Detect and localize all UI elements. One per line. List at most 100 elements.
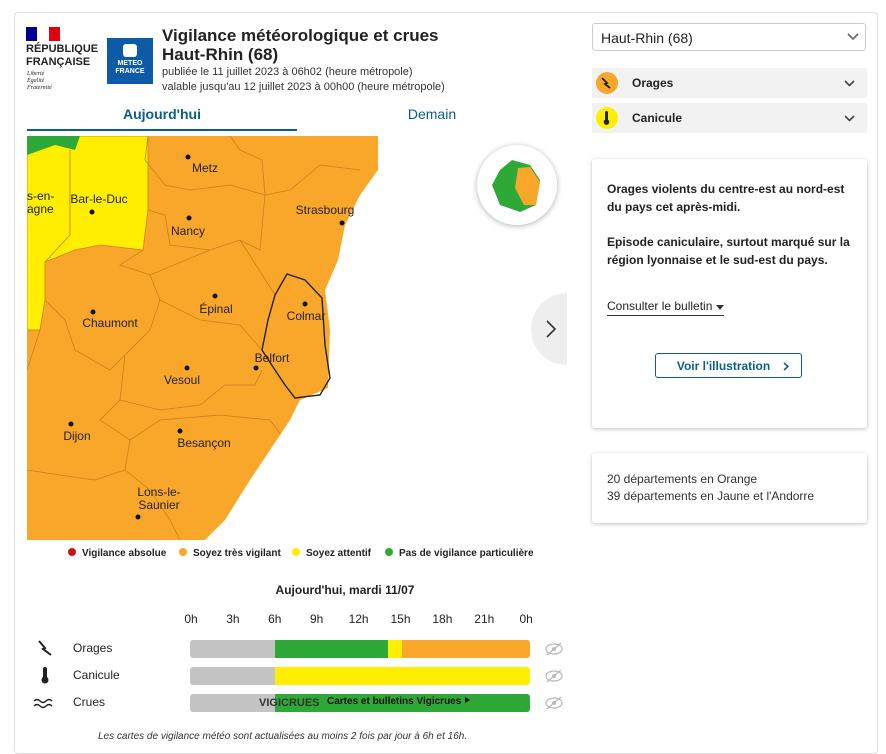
select[interactable]: Haut-Rhin (68) xyxy=(592,23,866,51)
mini-orange xyxy=(515,167,540,205)
bar-segment xyxy=(275,640,388,658)
paragraph: Episode caniculaire, surtout marqué sur … xyxy=(607,235,850,267)
republique: RÉPUBLIQUE FRANÇAISE xyxy=(26,43,98,69)
phenomenon-icon xyxy=(596,107,618,129)
hour-label: 6h xyxy=(268,612,282,626)
button-text: Voir l'illustration xyxy=(676,359,771,373)
logo-icon xyxy=(123,44,137,57)
city-label: agne xyxy=(27,202,54,216)
legend-label: Soyez très vigilant xyxy=(193,548,281,559)
legend-dot xyxy=(179,548,187,556)
city-label: Colmar xyxy=(287,309,326,323)
devise: Liberté Égalité Fraternité xyxy=(27,71,52,92)
outside xyxy=(205,136,567,540)
text: Fraternité xyxy=(27,85,52,91)
bar-segment xyxy=(190,640,275,658)
text: Haut-Rhin (68) xyxy=(162,45,279,64)
bar-segment xyxy=(275,667,530,685)
phenomenon-row[interactable]: Orages xyxy=(592,68,867,98)
hide-icon[interactable] xyxy=(544,642,564,656)
city-label: Vesoul xyxy=(164,373,200,387)
chevron xyxy=(847,33,859,41)
text: Vigilance météorologique et crues xyxy=(162,26,439,45)
paragraph: Orages violents du centre-est au nord-es… xyxy=(607,182,845,214)
city-dot xyxy=(177,428,183,434)
legend-item: Soyez très vigilant xyxy=(179,548,281,559)
yellow-area xyxy=(27,136,149,331)
hide-icon[interactable] xyxy=(544,696,564,710)
hour-label: 18h xyxy=(432,612,453,626)
city-label: Metz xyxy=(192,161,218,175)
row-icon xyxy=(41,667,49,684)
city-label: Épinal xyxy=(199,301,232,316)
city-dot xyxy=(135,514,141,520)
city-dot xyxy=(339,220,345,226)
dates: publiée le 11 juillet 2023 à 06h02 (heur… xyxy=(162,65,445,95)
map[interactable]: Metz Bar-le-Duc s-en-agne Nancy Strasbourg Ch… xyxy=(27,136,567,540)
legend-dot xyxy=(68,548,76,556)
legend-label: Soyez attentif xyxy=(306,548,372,559)
text: RÉPUBLIQUE xyxy=(26,43,99,55)
title: Vigilance météorologique et crues Haut-Rh… xyxy=(162,26,439,64)
city-label: Strasbourg xyxy=(296,203,355,217)
bulletin-text: Orages violents du centre-est au nord-es… xyxy=(607,180,852,269)
row-bar xyxy=(190,640,530,658)
legend-dot xyxy=(292,548,300,556)
bulletin-link[interactable]: Consulter le bulletin xyxy=(607,299,724,316)
city-dot xyxy=(89,209,95,215)
hour-label: 0h xyxy=(519,612,533,626)
city-label: Saunier xyxy=(138,498,179,512)
hour-label: 3h xyxy=(226,612,240,626)
text: METEO xyxy=(117,60,143,67)
link-text: Cartes et bulletins Vigicrues xyxy=(327,696,462,707)
phenomenon-label: Canicule xyxy=(632,111,683,125)
meteo-logo: METEO FRANCE xyxy=(107,38,153,84)
bar-segment xyxy=(190,667,275,685)
text: FRANCE xyxy=(115,68,145,75)
phenomenon-row[interactable]: Canicule xyxy=(592,103,867,133)
bar-segment xyxy=(388,640,402,658)
bulletin-card: Orages violents du centre-est au nord-es… xyxy=(592,159,867,428)
row-bar xyxy=(190,667,530,685)
summary: 20 départements en Orange 39 départements… xyxy=(607,471,814,505)
illustration-button[interactable]: Voir l'illustration xyxy=(655,353,802,378)
text: valable jusqu'au 12 juillet 2023 à 00h00… xyxy=(162,81,445,93)
city-label: Bar-le-Duc xyxy=(70,192,127,206)
row-label: Crues xyxy=(73,695,106,709)
row-icon xyxy=(38,640,52,656)
hour-label: 0h xyxy=(184,612,198,626)
city-dot xyxy=(185,154,191,160)
text: FRANÇAISE xyxy=(26,56,91,68)
text: Liberté xyxy=(27,71,45,77)
caret xyxy=(715,305,724,310)
city-dot xyxy=(90,309,96,315)
bar-segment xyxy=(190,694,275,712)
chevron xyxy=(546,320,557,338)
timeline-title: Aujourd'hui, mardi 11/07 xyxy=(275,583,415,597)
tab[interactable]: Demain xyxy=(407,106,457,122)
legend-item: Vigilance absolue xyxy=(68,548,166,559)
vigicrues-logo: VIGICRUES xyxy=(259,697,320,709)
tab[interactable]: Aujourd'hui xyxy=(27,106,297,131)
borders xyxy=(27,136,361,540)
phenomenon-icon xyxy=(596,72,618,94)
flag xyxy=(26,27,60,41)
chevron xyxy=(844,115,855,122)
next-button[interactable] xyxy=(531,293,567,365)
chevron xyxy=(844,80,855,87)
hour-label: 9h xyxy=(310,612,324,626)
city-dot xyxy=(302,301,308,307)
text: publiée le 11 juillet 2023 à 06h02 (heur… xyxy=(162,66,413,78)
chevron xyxy=(783,362,789,371)
text: 39 départements en Jaune et l'Andorre xyxy=(607,489,815,503)
select-value: Haut-Rhin (68) xyxy=(601,30,693,46)
row-icon xyxy=(33,698,53,709)
hide-icon[interactable] xyxy=(544,669,564,683)
text: Égalité xyxy=(27,78,45,84)
row-label: Canicule xyxy=(73,668,120,682)
city-dot xyxy=(253,365,259,371)
vigicrues-link[interactable]: Cartes et bulletins Vigicrues xyxy=(327,696,472,707)
city-label: Chaumont xyxy=(82,316,138,330)
